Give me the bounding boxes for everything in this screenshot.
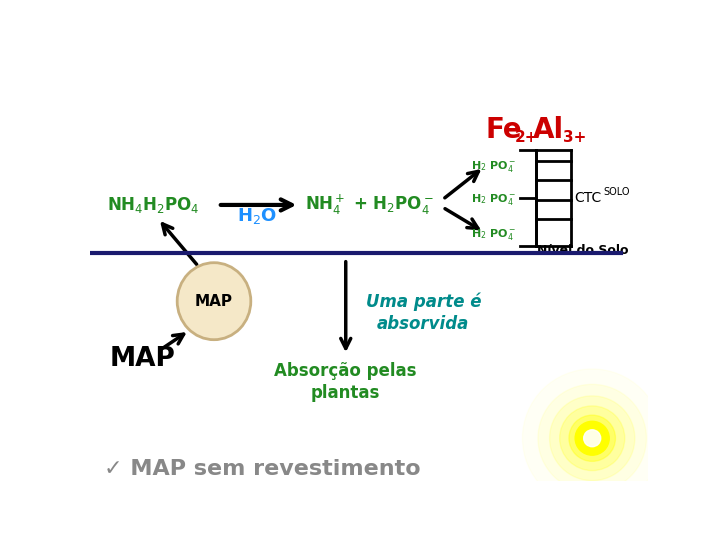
Text: ✓ MAP sem revestimento: ✓ MAP sem revestimento — [104, 459, 420, 479]
Text: MAP: MAP — [195, 294, 233, 309]
Text: 3+: 3+ — [563, 131, 586, 145]
Circle shape — [569, 415, 616, 461]
Circle shape — [559, 406, 625, 470]
Text: H$_2$ PO$_4^-$: H$_2$ PO$_4^-$ — [471, 192, 516, 207]
Text: Uma parte é
absorvida: Uma parte é absorvida — [366, 292, 481, 333]
Text: H$_2$ PO$_4^-$: H$_2$ PO$_4^-$ — [471, 159, 516, 174]
Text: MAP: MAP — [109, 346, 176, 372]
Text: H$_2$O: H$_2$O — [237, 206, 276, 226]
Text: NH$_4^+$ + H$_2$PO$_4^-$: NH$_4^+$ + H$_2$PO$_4^-$ — [305, 193, 434, 217]
Text: Al: Al — [534, 116, 564, 144]
Text: CTC: CTC — [575, 191, 602, 205]
Text: H$_2$ PO$_4^-$: H$_2$ PO$_4^-$ — [471, 227, 516, 242]
Text: 2+: 2+ — [515, 131, 539, 145]
Text: SOLO: SOLO — [603, 187, 629, 197]
Text: Fe: Fe — [485, 116, 522, 144]
Text: Absorção pelas
plantas: Absorção pelas plantas — [274, 362, 417, 402]
Circle shape — [575, 421, 609, 455]
Circle shape — [538, 384, 647, 492]
Circle shape — [549, 396, 635, 481]
Text: NH$_4$H$_2$PO$_4$: NH$_4$H$_2$PO$_4$ — [107, 195, 199, 215]
Ellipse shape — [177, 262, 251, 340]
Circle shape — [584, 430, 600, 447]
Text: Nível do Solo: Nível do Solo — [537, 244, 629, 256]
